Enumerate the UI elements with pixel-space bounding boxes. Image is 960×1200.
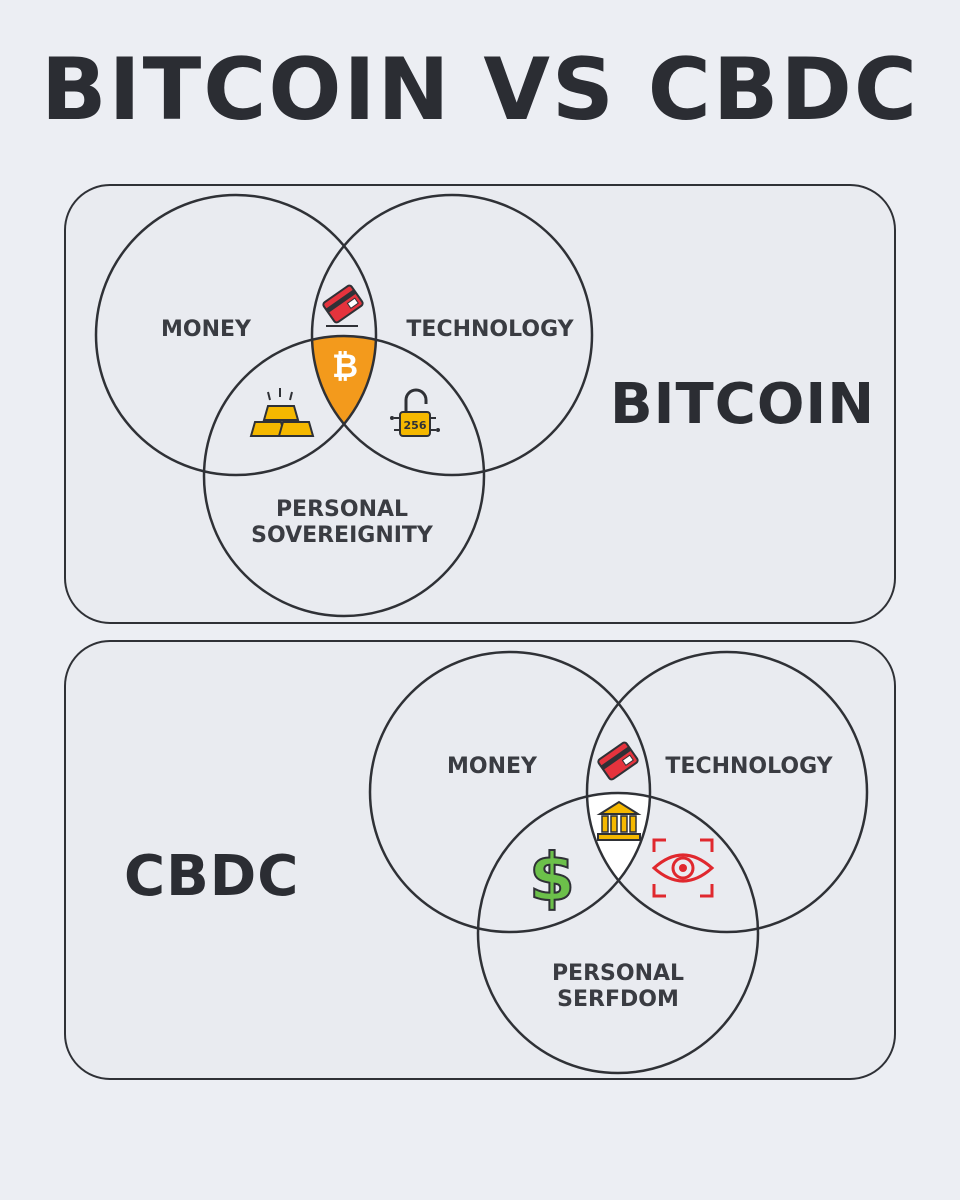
technology-circle [310, 193, 594, 477]
credit-card-icon [322, 284, 364, 324]
personal-label-line2: SERFDOM [557, 987, 679, 1012]
dollar-icon: $ [529, 839, 575, 916]
personal-label-line2: SOVEREIGNITY [251, 523, 434, 548]
bank-icon [596, 800, 642, 841]
technology-label: TECHNOLOGY [406, 317, 574, 342]
technology-circle [585, 650, 869, 934]
personal-label-line1: PERSONAL [276, 497, 408, 522]
page-title: BITCOIN VS CBDC [41, 40, 919, 140]
bitcoin-card: MONEY TECHNOLOGY PERSONAL SOVEREIGNITY ₿… [64, 184, 896, 624]
bitcoin-heading: BITCOIN [610, 372, 876, 437]
money-label: MONEY [447, 754, 538, 779]
money-circle [94, 193, 378, 477]
money-circle [368, 650, 652, 934]
personal-sovereignity-circle [202, 334, 486, 618]
cbdc-venn-diagram: MONEY TECHNOLOGY PERSONAL SERFDOM $ [368, 650, 869, 1075]
padlock-text: 256 [404, 419, 427, 432]
bitcoin-icon: ₿ [332, 347, 358, 385]
surveillance-eye-icon [651, 838, 715, 898]
technology-label: TECHNOLOGY [665, 754, 833, 779]
cbdc-heading: CBDC [124, 844, 300, 909]
personal-label-line1: PERSONAL [552, 961, 684, 986]
cbdc-card: MONEY TECHNOLOGY PERSONAL SERFDOM $ [64, 640, 896, 1080]
credit-card-icon [597, 741, 639, 781]
gold-bars-icon [249, 388, 315, 437]
money-label: MONEY [161, 317, 252, 342]
personal-serfdom-circle [476, 791, 760, 1075]
padlock-256-icon: 256 [390, 388, 440, 437]
bitcoin-venn-diagram: MONEY TECHNOLOGY PERSONAL SOVEREIGNITY ₿… [94, 193, 594, 618]
